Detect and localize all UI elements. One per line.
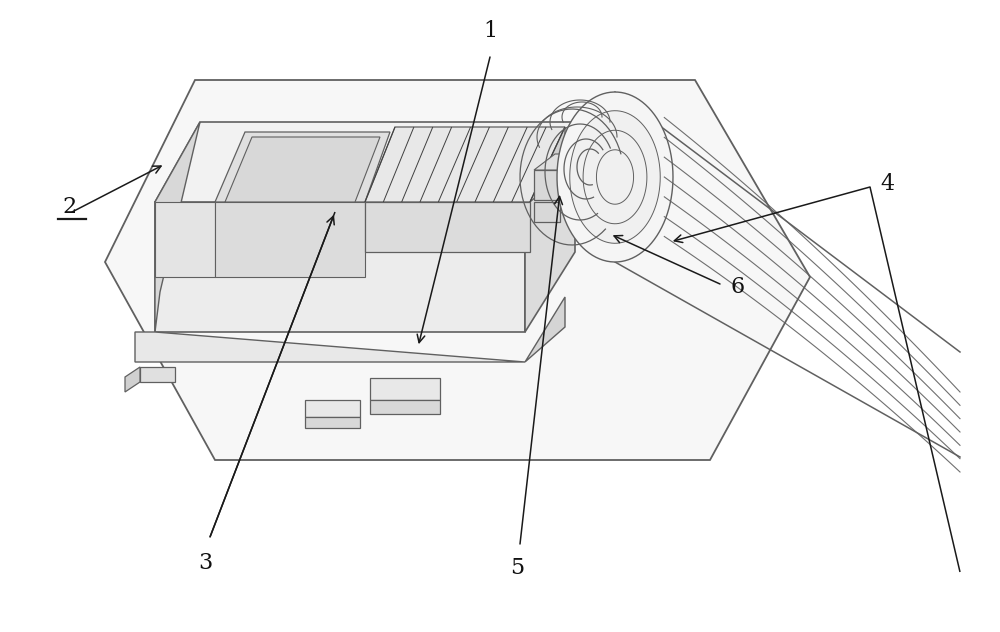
Polygon shape (155, 202, 215, 277)
Polygon shape (125, 367, 140, 392)
Polygon shape (370, 378, 440, 400)
Polygon shape (525, 122, 575, 332)
Polygon shape (530, 127, 565, 202)
Polygon shape (155, 122, 200, 332)
Polygon shape (370, 400, 440, 414)
Text: 2: 2 (63, 196, 77, 218)
Polygon shape (105, 80, 810, 460)
Text: 1: 1 (483, 20, 497, 42)
Polygon shape (305, 417, 360, 428)
Polygon shape (534, 154, 575, 170)
Polygon shape (155, 202, 525, 332)
Text: 4: 4 (880, 173, 894, 195)
Polygon shape (570, 111, 660, 243)
Text: 6: 6 (730, 276, 744, 298)
Polygon shape (583, 130, 647, 224)
Polygon shape (135, 332, 525, 362)
Polygon shape (525, 297, 565, 362)
Polygon shape (365, 202, 530, 252)
Text: 5: 5 (510, 557, 524, 579)
Polygon shape (215, 132, 390, 202)
Polygon shape (560, 184, 575, 214)
Polygon shape (596, 150, 634, 204)
Polygon shape (225, 137, 380, 202)
Text: 3: 3 (198, 552, 212, 574)
Polygon shape (534, 170, 560, 200)
Polygon shape (305, 400, 360, 417)
Polygon shape (155, 122, 575, 202)
Polygon shape (215, 202, 365, 277)
Polygon shape (557, 92, 673, 262)
Polygon shape (365, 127, 565, 202)
Polygon shape (534, 202, 560, 222)
Polygon shape (140, 367, 175, 382)
